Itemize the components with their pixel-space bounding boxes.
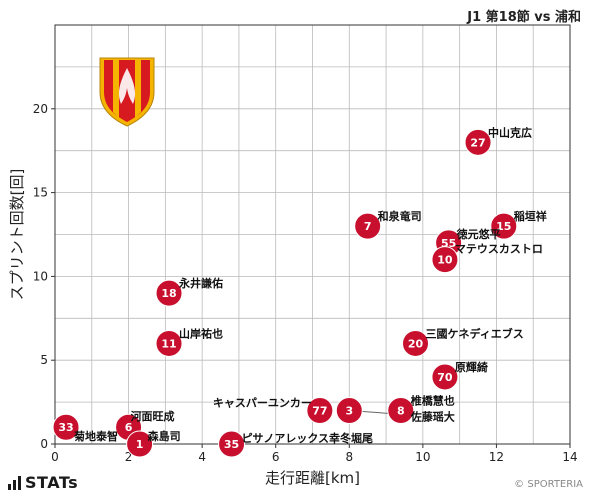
x-axis-title: 走行距離[km] — [265, 469, 360, 487]
stats-logo: STATs — [8, 473, 78, 492]
x-tick-label: 0 — [51, 450, 59, 464]
player-number: 70 — [437, 371, 453, 384]
player-name-label: マテウスカストロ — [455, 243, 543, 256]
player-name-label: 中山克広 — [488, 125, 532, 139]
player-marker[interactable] — [126, 430, 154, 458]
player-number: 15 — [496, 220, 511, 233]
player-marker[interactable] — [490, 212, 518, 240]
player-number: 3 — [345, 404, 353, 417]
player-name-label: 菊地泰智 — [74, 429, 118, 443]
stats-logo-text: STATs — [25, 473, 79, 492]
team-emblem-icon — [99, 57, 155, 127]
x-tick-label: 14 — [562, 450, 577, 464]
y-tick-label: 5 — [40, 353, 48, 367]
player-name-label: 河面旺成 — [131, 409, 175, 423]
player-number: 33 — [58, 421, 73, 434]
player-number: 7 — [364, 220, 372, 233]
player-number: 18 — [161, 287, 176, 300]
player-marker[interactable] — [335, 396, 363, 424]
player-name-label: 徳元悠平 — [456, 227, 501, 241]
plot-frame — [54, 24, 571, 445]
player-name-label: 永井謙佑 — [178, 276, 223, 290]
x-tick-label: 12 — [489, 450, 504, 464]
player-marker[interactable] — [431, 246, 459, 274]
player-marker[interactable] — [155, 329, 183, 357]
player-marker[interactable] — [402, 329, 429, 357]
player-name-label: 椎橋慧也 — [410, 393, 455, 407]
player-number: 11 — [161, 337, 176, 350]
player-name-label: 和泉竜司 — [378, 209, 422, 223]
player-marker[interactable] — [464, 128, 492, 156]
player-number: 6 — [125, 421, 133, 434]
y-tick-label: 20 — [33, 102, 48, 116]
x-tick-label: 6 — [272, 450, 280, 464]
player-marker[interactable] — [218, 430, 246, 458]
x-tick-label: 4 — [198, 450, 206, 464]
y-tick-label: 0 — [40, 437, 48, 451]
x-tick-label: 2 — [125, 450, 133, 464]
player-marker[interactable] — [306, 396, 334, 424]
player-name-label: キャスパーユンカー — [213, 396, 312, 409]
player-name-label: 原輝綺 — [455, 360, 488, 374]
axes: 0 2 4 6 8 10 12 14 0 5 10 15 20 — [33, 24, 578, 464]
x-tick-label: 10 — [415, 450, 430, 464]
player-marker[interactable] — [354, 212, 382, 240]
player-number: 77 — [312, 404, 327, 417]
player-marker[interactable] — [155, 279, 183, 307]
x-tick-label: 8 — [345, 450, 353, 464]
player-number: 8 — [397, 404, 405, 417]
player-name-label: 稲垣祥 — [514, 209, 547, 223]
player-name-label: 三國ケネディエブス — [426, 326, 524, 340]
y-axis-title: スプリント回数[回] — [8, 169, 26, 301]
player-number: 10 — [437, 254, 453, 267]
player-number: 27 — [470, 136, 485, 149]
player-name-label: 山岸祐也 — [179, 326, 223, 340]
y-tick-label: 10 — [33, 269, 48, 283]
match-title: J1 第18節 vs 浦和 — [467, 10, 581, 25]
player-marker[interactable] — [431, 363, 459, 391]
player-number: 35 — [224, 438, 239, 451]
player-name-label: 森島司 — [148, 429, 181, 443]
player-name-label: 佐藤瑶大 — [410, 409, 455, 423]
copyright-credit: © SPORTERIA — [514, 479, 583, 490]
player-number: 20 — [408, 337, 424, 350]
player-marker[interactable] — [387, 396, 415, 424]
player-marker[interactable] — [52, 413, 80, 441]
stats-bars-icon — [8, 475, 21, 490]
y-tick-label: 15 — [33, 186, 48, 200]
player-number: 1 — [136, 438, 144, 451]
player-name-label: ピサノアレックス幸冬堀尾 — [242, 431, 373, 445]
